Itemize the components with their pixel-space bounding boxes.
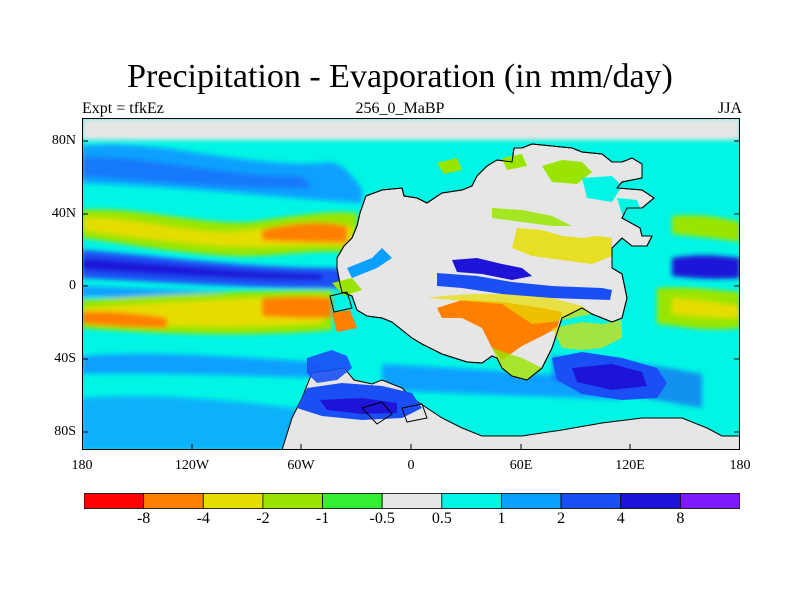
season-label: JJA [717,100,742,117]
colorbar [84,493,740,509]
colorbar-swatch [143,493,204,509]
colorbar-label: 0.5 [431,510,452,527]
colorbar-label: -8 [136,510,151,527]
map-ticks [82,140,740,450]
x-tick: 180 [729,458,751,473]
x-tick: 120E [615,458,645,473]
land-anomalies [297,154,667,420]
colorbar-swatch [620,493,681,509]
experiment-label: Expt = tfkEz [82,100,164,117]
colorbar-label: -2 [256,510,270,527]
colorbar-swatch [202,493,264,509]
time-label: 256_0_MaBP [355,100,445,117]
ocean-bands [82,118,740,450]
colorbar-label: 1 [497,510,506,527]
coastline [329,143,655,425]
colorbar-label: -1 [315,510,330,527]
colorbar-swatch [381,493,443,509]
colorbar-label: -4 [196,510,210,527]
y-tick: 40N [51,206,76,221]
y-tick: 0 [69,278,76,293]
colorbar-swatch [501,493,562,509]
colorbar-label: 4 [616,510,625,527]
colorbar-label: -0.5 [369,510,395,527]
y-tick: 40S [54,351,76,366]
colorbar-swatch [262,493,323,509]
y-tick: 80S [54,424,76,439]
map-title: Precipitation - Evaporation (in mm/day) [127,58,673,95]
precip-evap-map [82,118,740,450]
x-tick: 60W [287,458,315,473]
colorbar-label: 2 [557,510,566,527]
colorbar-swatch [322,493,383,509]
colorbar-swatch [679,493,740,509]
colorbar-swatch [84,493,145,509]
colorbar-swatch [560,493,622,509]
x-tick: 120W [174,458,210,473]
x-tick: 180 [71,458,93,473]
colorbar-label: 8 [676,510,685,527]
x-tick: 0 [407,458,415,473]
colorbar-swatch [441,493,502,509]
x-tick: 60E [509,458,533,473]
y-tick: 80N [51,133,76,148]
